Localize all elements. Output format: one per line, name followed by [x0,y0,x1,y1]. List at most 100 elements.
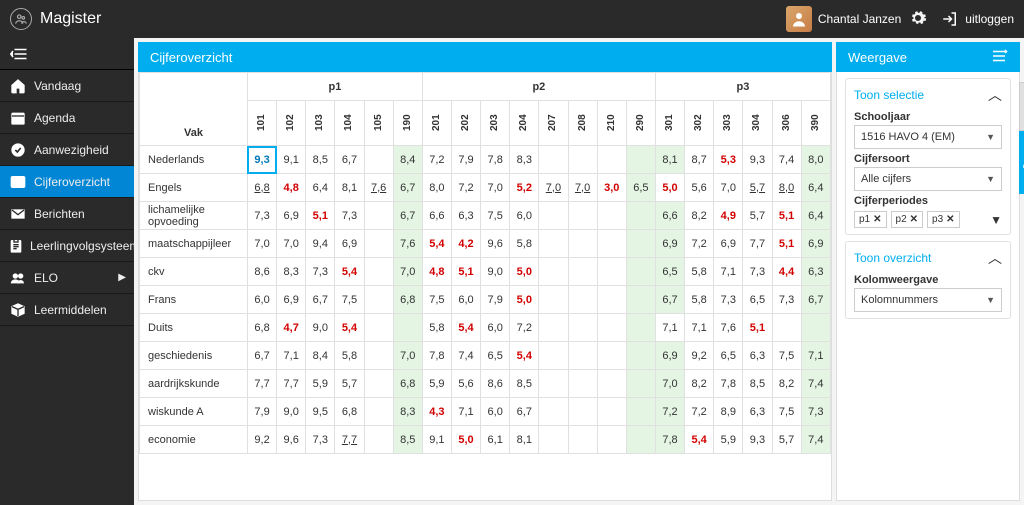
grade-cell[interactable] [539,230,568,258]
grade-cell[interactable]: 7,8 [422,342,451,370]
grade-cell[interactable]: 5,6 [685,174,714,202]
sidebar-item-agenda[interactable]: 7Agenda [0,102,134,134]
sidebar-item-lvs[interactable]: Leerlingvolgsysteem [0,230,134,262]
column-header[interactable]: 390 [801,101,830,146]
grade-cell[interactable] [597,398,626,426]
tab-weergave[interactable]: Weergave [1019,131,1024,194]
grade-cell[interactable]: 7,7 [277,370,306,398]
grade-cell[interactable]: 6,7 [510,398,539,426]
grade-cell[interactable]: 5,2 [510,174,539,202]
sidebar-item-vandaag[interactable]: Vandaag [0,70,134,102]
grade-cell[interactable]: 4,9 [714,202,743,230]
grade-cell[interactable] [597,370,626,398]
grade-cell[interactable]: 4,3 [422,398,451,426]
grade-cell[interactable]: 8,4 [393,146,422,174]
column-header[interactable]: 203 [481,101,510,146]
grade-cell[interactable]: 7,3 [335,202,364,230]
grade-cell[interactable]: 9,3 [743,146,772,174]
cijfersoort-select[interactable]: Alle cijfers▼ [854,167,1002,191]
grade-cell[interactable]: 7,9 [451,146,480,174]
grade-cell[interactable]: 6,3 [743,342,772,370]
grade-cell[interactable]: 5,7 [743,174,772,202]
grade-cell[interactable]: 9,3 [743,426,772,454]
grade-cell[interactable]: 5,4 [510,342,539,370]
grade-cell[interactable]: 7,8 [714,370,743,398]
grade-cell[interactable]: 5,7 [772,426,801,454]
grade-cell[interactable] [801,314,830,342]
grade-cell[interactable]: 8,7 [685,146,714,174]
grade-cell[interactable]: 7,7 [247,370,276,398]
grade-cell[interactable]: 6,9 [277,202,306,230]
grade-cell[interactable]: 6,9 [801,230,830,258]
grade-cell[interactable]: 8,3 [393,398,422,426]
grade-cell[interactable] [364,230,393,258]
grade-cell[interactable]: 6,3 [743,398,772,426]
column-header[interactable]: 105 [364,101,393,146]
grade-cell[interactable]: 5,4 [335,314,364,342]
remove-chip-icon[interactable]: ✕ [946,214,954,225]
grade-cell[interactable]: 9,6 [277,426,306,454]
grade-cell[interactable]: 5,9 [714,426,743,454]
grade-cell[interactable]: 8,5 [306,146,335,174]
grade-cell[interactable]: 7,1 [685,314,714,342]
grade-cell[interactable]: 5,1 [772,202,801,230]
grade-cell[interactable]: 6,0 [451,286,480,314]
grade-cell[interactable]: 5,8 [685,286,714,314]
settings-button[interactable] [909,9,927,30]
grade-cell[interactable]: 5,8 [685,258,714,286]
grade-cell[interactable]: 7,4 [801,426,830,454]
grade-cell[interactable]: 5,8 [510,230,539,258]
grade-cell[interactable]: 6,0 [247,286,276,314]
grade-cell[interactable]: 8,5 [393,426,422,454]
sidebar-item-cijfers[interactable]: 10Cijferoverzicht [0,166,134,198]
grade-cell[interactable]: 5,7 [743,202,772,230]
grade-cell[interactable]: 8,3 [510,146,539,174]
grade-cell[interactable]: 8,1 [655,146,684,174]
column-header[interactable]: 303 [714,101,743,146]
grade-cell[interactable]: 5,0 [510,258,539,286]
grade-cell[interactable]: 7,4 [451,342,480,370]
grade-cell[interactable] [539,286,568,314]
grade-cell[interactable]: 6,5 [626,174,655,202]
grade-cell[interactable]: 4,8 [277,174,306,202]
grade-cell[interactable] [539,258,568,286]
grade-cell[interactable]: 8,2 [772,370,801,398]
grade-cell[interactable]: 7,5 [422,286,451,314]
grade-cell[interactable]: 7,1 [714,258,743,286]
grade-cell[interactable]: 6,3 [801,258,830,286]
grade-cell[interactable]: 7,0 [247,230,276,258]
grade-cell[interactable] [364,426,393,454]
grade-cell[interactable] [568,398,597,426]
grade-cell[interactable]: 9,1 [422,426,451,454]
grade-cell[interactable]: 7,0 [393,258,422,286]
column-header[interactable]: 301 [655,101,684,146]
grade-cell[interactable] [597,230,626,258]
grade-cell[interactable] [364,202,393,230]
grade-cell[interactable]: 7,3 [247,202,276,230]
grade-cell[interactable]: 3,0 [597,174,626,202]
grade-cell[interactable] [626,230,655,258]
grade-cell[interactable]: 7,1 [655,314,684,342]
grade-cell[interactable] [597,342,626,370]
grade-cell[interactable]: 7,0 [714,174,743,202]
grade-cell[interactable]: 6,8 [393,370,422,398]
grade-cell[interactable] [393,314,422,342]
schooljaar-select[interactable]: 1516 HAVO 4 (EM)▼ [854,125,1002,149]
grade-cell[interactable]: 6,7 [655,286,684,314]
grade-cell[interactable]: 5,7 [335,370,364,398]
grade-cell[interactable] [597,286,626,314]
grade-cell[interactable]: 7,0 [393,342,422,370]
grade-cell[interactable]: 7,3 [714,286,743,314]
grade-cell[interactable]: 9,0 [306,314,335,342]
username[interactable]: Chantal Janzen [818,12,901,26]
grade-cell[interactable] [364,398,393,426]
grade-cell[interactable]: 8,2 [685,202,714,230]
grade-cell[interactable]: 7,7 [743,230,772,258]
sidebar-item-leermiddelen[interactable]: Leermiddelen [0,294,134,326]
grade-cell[interactable]: 9,3 [247,146,276,174]
sidebar-collapse-button[interactable] [0,38,134,70]
grade-cell[interactable]: 8,1 [335,174,364,202]
grade-cell[interactable]: 9,0 [277,398,306,426]
grade-cell[interactable]: 5,6 [451,370,480,398]
column-header[interactable]: 306 [772,101,801,146]
